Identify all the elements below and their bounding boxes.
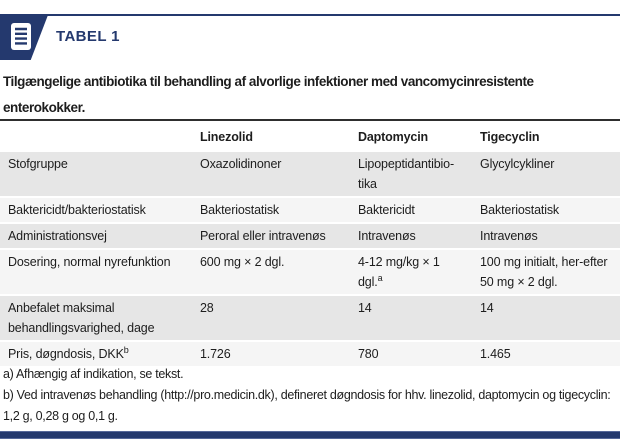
row-label: Pris, døgndosis, DKKb bbox=[8, 344, 129, 361]
cell: Intravenøs bbox=[358, 229, 416, 243]
cell: Baktericidt bbox=[358, 203, 415, 217]
cell: Bakteriostatisk bbox=[480, 203, 560, 217]
column-header: Linezolid bbox=[200, 130, 253, 144]
footnote-b: b) Ved intravenøs behandling (http://pro… bbox=[3, 388, 611, 423]
cell: 600 mg × 2 dgl. bbox=[200, 255, 285, 269]
cell: Lipopeptidantibio-tika bbox=[358, 157, 454, 191]
cell: 28 bbox=[200, 301, 214, 315]
row-label: Baktericidt/bakteriostatisk bbox=[8, 203, 146, 217]
table-row: Dosering, normal nyrefunktion 600 mg × 2 … bbox=[0, 248, 620, 294]
table-row: Stofgruppe Oxazolidinoner Lipopeptidantibi… bbox=[0, 150, 620, 196]
cell: 780 bbox=[358, 347, 379, 361]
footnote-a: a) Afhængig af indikation, se tekst. bbox=[3, 367, 184, 381]
table-row: Pris, døgndosis, DKKb 1.726 780 1.465 bbox=[0, 340, 620, 366]
footnotes: a) Afhængig af indikation, se tekst. b) … bbox=[3, 364, 617, 427]
column-header: Tigecyclin bbox=[480, 130, 540, 144]
cell: 14 bbox=[480, 301, 494, 315]
table-row: Administrationsvej Peroral eller intraven… bbox=[0, 222, 620, 248]
cell: 100 mg initialt, her-efter 50 mg × 2 dgl… bbox=[480, 255, 608, 289]
row-label: Stofgruppe bbox=[8, 157, 68, 171]
row-label: Dosering, normal nyrefunktion bbox=[8, 255, 171, 269]
cell: Glycylcykliner bbox=[480, 157, 555, 171]
table-caption: Tilgængelige antibiotika til behandling … bbox=[3, 74, 534, 115]
bottom-rule bbox=[0, 431, 620, 439]
table-header-row: Linezolid Daptomycin Tigecyclin bbox=[0, 121, 620, 150]
cell: Intravenøs bbox=[480, 229, 538, 243]
cell: Bakteriostatisk bbox=[200, 203, 280, 217]
cell: 1.465 bbox=[480, 347, 511, 361]
top-rule bbox=[0, 14, 620, 16]
cell: Peroral eller intravenøs bbox=[200, 229, 326, 243]
table-row: Baktericidt/bakteriostatisk Bakteriostati… bbox=[0, 196, 620, 222]
cell: 4-12 mg/kg × 1 dgl.a bbox=[358, 255, 440, 289]
tabel-badge bbox=[0, 15, 48, 60]
footnote-marker: b bbox=[123, 344, 129, 355]
antibiotics-table: Linezolid Daptomycin Tigecyclin Stofgruppe… bbox=[0, 119, 620, 366]
row-label: Administrationsvej bbox=[8, 229, 107, 243]
cell: Oxazolidinoner bbox=[200, 157, 282, 171]
column-header: Daptomycin bbox=[358, 130, 429, 144]
cell: 1.726 bbox=[200, 347, 231, 361]
table-row: Anbefalet maksimal behandlingsvarighed, … bbox=[0, 294, 620, 340]
cell: 14 bbox=[358, 301, 372, 315]
row-label: Anbefalet maksimal behandlingsvarighed, … bbox=[8, 301, 155, 335]
footnote-marker: a bbox=[377, 272, 383, 283]
tabel-label: TABEL 1 bbox=[56, 28, 120, 45]
